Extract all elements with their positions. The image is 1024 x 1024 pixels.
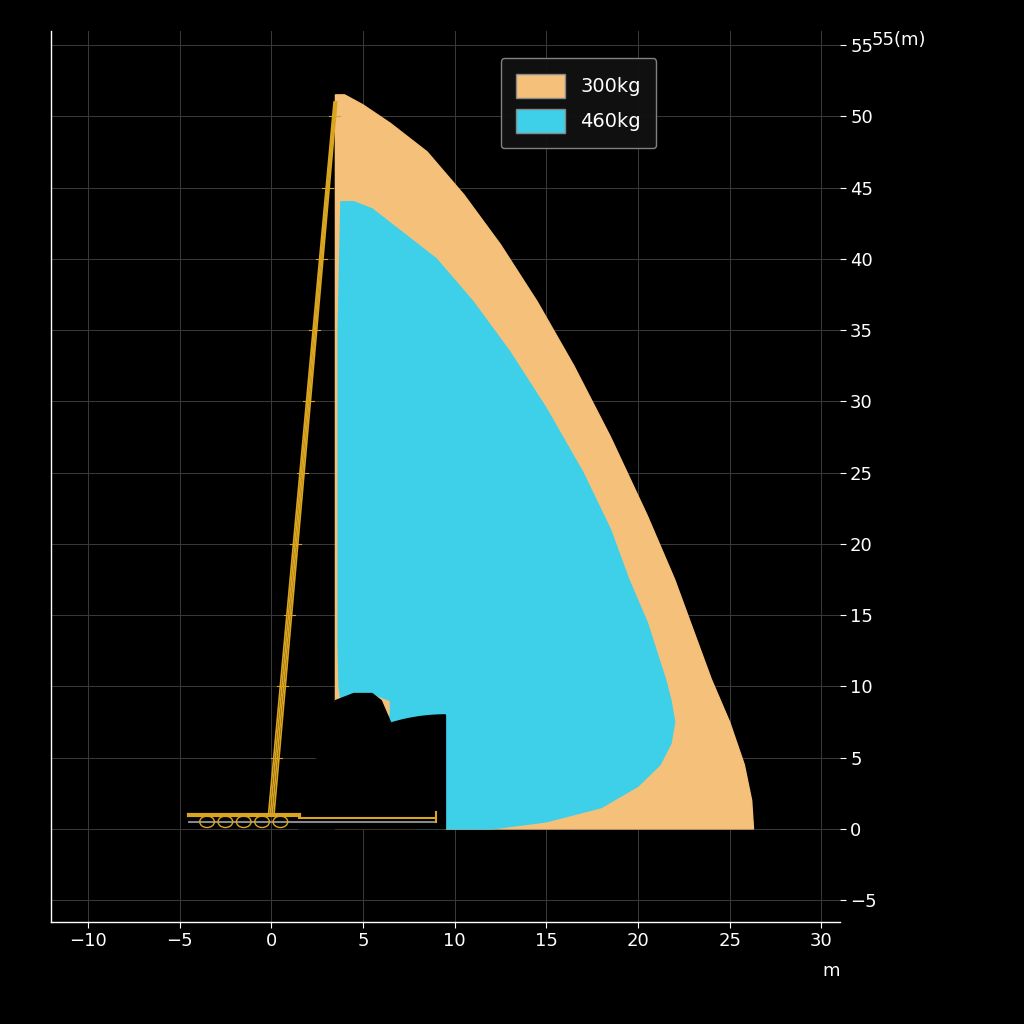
Polygon shape	[338, 202, 675, 829]
Polygon shape	[308, 693, 390, 808]
Legend: 300kg, 460kg: 300kg, 460kg	[501, 58, 656, 148]
Polygon shape	[336, 95, 754, 829]
Polygon shape	[299, 715, 445, 829]
Text: m: m	[822, 962, 840, 980]
Text: 55(m): 55(m)	[871, 31, 926, 49]
